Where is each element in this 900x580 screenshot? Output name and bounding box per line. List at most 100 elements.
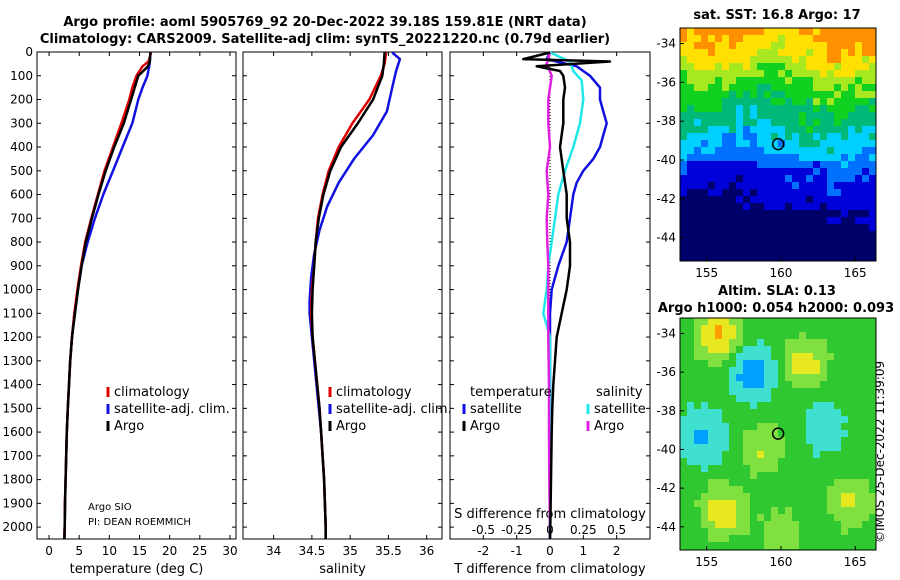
map-cell xyxy=(848,42,856,50)
map-cell xyxy=(743,154,751,162)
map-cell xyxy=(708,423,716,431)
map-cell xyxy=(736,105,744,113)
map-cell xyxy=(855,409,863,417)
map-cell xyxy=(806,119,814,127)
map-cell xyxy=(708,402,716,410)
s-diff-tick-label: -0.5 xyxy=(472,523,495,537)
map-cell xyxy=(715,542,723,550)
map-cell xyxy=(764,77,772,85)
map-cell xyxy=(848,252,856,260)
depth-tick-label: 1400 xyxy=(2,378,33,392)
map-cell xyxy=(778,493,786,501)
map-cell xyxy=(848,325,856,333)
map-cell xyxy=(694,374,702,382)
map-cell xyxy=(736,56,744,64)
map-cell xyxy=(806,84,814,92)
map-cell xyxy=(722,451,730,459)
x-tick-label: 0 xyxy=(45,544,53,558)
map-cell xyxy=(701,500,709,508)
map-cell xyxy=(834,507,842,515)
map-cell xyxy=(785,133,793,141)
map-cell xyxy=(764,119,772,127)
map-cell xyxy=(848,259,856,261)
map-cell xyxy=(694,231,702,239)
map-cell xyxy=(785,542,793,550)
map-cell xyxy=(757,416,765,424)
map-cell xyxy=(722,98,730,106)
map-cell xyxy=(764,252,772,260)
map-cell xyxy=(848,161,856,169)
map-cell xyxy=(813,451,821,459)
map-cell xyxy=(701,437,709,445)
map-cell xyxy=(869,374,876,382)
map-cell xyxy=(764,493,772,501)
map-cell xyxy=(855,444,863,452)
map-cell xyxy=(862,472,870,480)
map-cell xyxy=(862,402,870,410)
map-cell xyxy=(799,500,807,508)
map-cell xyxy=(785,140,793,148)
map-cell xyxy=(729,507,737,515)
map-cell xyxy=(757,42,765,50)
map-cell xyxy=(848,77,856,85)
depth-tick-label: 0 xyxy=(25,45,33,59)
map-cell xyxy=(687,500,695,508)
map-cell xyxy=(771,224,779,232)
map-cell xyxy=(750,49,758,57)
sla-map-panel: 155 160 165-34-36-38-40-42-44 xyxy=(656,317,877,569)
argo-salinity-diff-line xyxy=(545,52,553,539)
map-cell xyxy=(771,217,779,225)
map-cell xyxy=(722,91,730,99)
map-cell xyxy=(806,528,814,536)
map-cell xyxy=(813,245,821,253)
map-cell xyxy=(820,535,828,543)
map-cell xyxy=(743,346,751,354)
map-cell xyxy=(855,77,863,85)
map-cell xyxy=(834,374,842,382)
map-cell xyxy=(813,140,821,148)
map-cell xyxy=(687,35,695,43)
map-cell xyxy=(806,339,814,347)
map-cell xyxy=(820,35,828,43)
map-cell xyxy=(792,339,800,347)
map-cell xyxy=(806,388,814,396)
map-cell xyxy=(792,77,800,85)
map-cell xyxy=(813,465,821,473)
map-cell xyxy=(757,112,765,120)
map-cell xyxy=(834,196,842,204)
map-cell xyxy=(757,252,765,260)
map-cell xyxy=(771,374,779,382)
map-cell xyxy=(848,112,856,120)
map-cell xyxy=(750,451,758,459)
map-cell xyxy=(764,189,772,197)
map-cell xyxy=(764,56,772,64)
map-cell xyxy=(841,140,849,148)
map-cell xyxy=(729,168,737,176)
depth-tick-label: 900 xyxy=(10,259,33,273)
map-cell xyxy=(841,388,849,396)
map-cell xyxy=(722,514,730,522)
map-cell xyxy=(862,133,870,141)
map-cell xyxy=(680,238,688,246)
map-cell xyxy=(841,416,849,424)
map-cell xyxy=(806,500,814,508)
map-cell xyxy=(750,346,758,354)
map-cell xyxy=(743,423,751,431)
map-cell xyxy=(806,423,814,431)
map-cell xyxy=(785,168,793,176)
map-cell xyxy=(820,119,828,127)
map-cell xyxy=(862,140,870,148)
map-cell xyxy=(834,430,842,438)
map-cell xyxy=(715,35,723,43)
map-cell xyxy=(750,472,758,480)
map-cell xyxy=(827,521,835,529)
map-cell xyxy=(799,479,807,487)
map-cell xyxy=(680,472,688,480)
map-cell xyxy=(743,210,751,218)
map-cell xyxy=(715,133,723,141)
map-cell xyxy=(834,528,842,536)
map-cell xyxy=(862,147,870,155)
map-cell xyxy=(862,507,870,515)
map-cell xyxy=(757,154,765,162)
